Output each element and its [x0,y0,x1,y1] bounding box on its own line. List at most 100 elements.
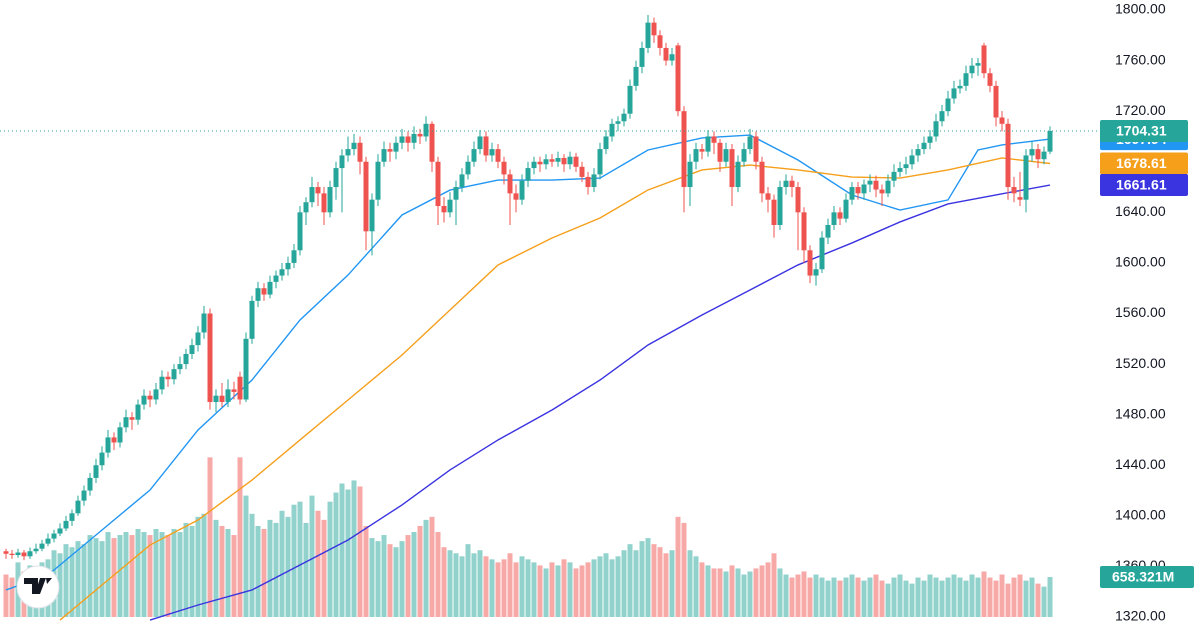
volume-bar [171,528,177,617]
candle-body [927,136,933,143]
candle-body [147,395,153,400]
candle-body [117,427,123,443]
volume-bar [423,519,429,617]
candle-body [129,417,135,420]
candle-body [657,35,663,48]
volume-bar [177,532,183,617]
volume-bar [909,583,915,617]
candle-body [765,193,771,200]
volume-bar [363,525,369,617]
candle-body [531,161,537,169]
volume-bar [393,547,399,617]
price-tag: 1661.61 [1100,174,1188,197]
volume-bar [813,574,819,617]
volume-bar [795,574,801,617]
volume-bar [651,544,657,617]
candle-body [69,513,75,521]
volume-bar [681,522,687,617]
candle-body [561,157,567,165]
candle-body [873,180,879,190]
candle-body [321,193,327,213]
candle-body [969,65,975,74]
volume-bar [705,565,711,617]
candle-body [747,136,753,150]
volume-bar [555,565,561,617]
candle-body [537,161,543,165]
volume-bar [543,568,549,617]
volume-bar [723,571,729,617]
volume-bar [573,568,579,617]
volume-bar [477,550,483,617]
volume-bar [75,541,81,617]
volume-bar [627,544,633,617]
candle-body [333,168,339,188]
candle-body [441,206,447,213]
volume-bar [309,495,315,617]
candle-body [795,187,801,213]
candle-body [51,533,57,539]
price-tag: 1678.61 [1100,152,1188,175]
candle-body [885,180,891,194]
candle-body [687,161,693,188]
volume-bar [333,492,339,617]
price-axis: 1320.001360.001400.001440.001480.001520.… [1100,1,1194,624]
candle-body [819,237,825,270]
candle-body [705,136,711,152]
volume-bar [147,535,153,617]
volume-bar [459,556,465,617]
volume-bar [315,510,321,617]
plot-area [0,15,1098,621]
candle-body [639,47,645,67]
candle-body [447,199,453,213]
volume-bar [837,580,843,617]
candle-body [423,123,429,137]
price-tag: 1704.31 [1100,120,1188,143]
volume-bar [1011,577,1017,617]
volume-bar [1029,577,1035,617]
volume-bar [339,483,345,617]
volume-bar [765,562,771,617]
candle-body [267,281,273,295]
candle-body [417,133,423,137]
candle-body [1035,149,1041,160]
volume-bar [531,562,537,617]
volume-bar [933,577,939,617]
candle-body [111,437,117,443]
candle-body [345,149,351,156]
candle-body [777,187,783,225]
candle-body [735,161,741,188]
candle-body [963,73,969,86]
volume-bar [549,562,555,617]
candle-body [453,187,459,200]
volume-bar [99,541,105,617]
candle-body [285,262,291,270]
candle-body [837,212,843,219]
volume-bar [747,571,753,617]
candle-body [789,180,795,188]
candle-body [573,156,579,167]
candle-body [645,22,651,48]
volume-bar [213,519,219,617]
volume-bar [351,480,357,617]
candle-body [615,121,621,124]
logo [16,565,60,609]
candle-body [975,63,981,66]
candle-body [1017,197,1023,200]
candle-body [711,136,717,143]
volume-bar [507,553,513,617]
candle-body [33,548,39,552]
candle-body [1005,123,1011,188]
volume-bar [735,568,741,617]
candle-body [633,66,639,86]
volume-bar [327,501,333,617]
candle-body [753,136,759,162]
volume-bar [975,577,981,617]
candle-body [945,98,951,112]
volume-bar [501,559,507,617]
volume-bar [375,541,381,617]
candle-body [699,149,705,152]
candle-body [717,142,723,162]
volume-bar [447,550,453,617]
volume-bar [807,577,813,617]
